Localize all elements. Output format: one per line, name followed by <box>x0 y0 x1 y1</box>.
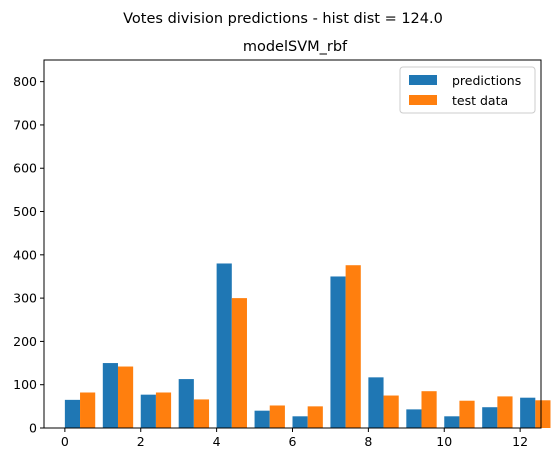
bar-test-data-0 <box>80 392 96 428</box>
bar-test-data-2 <box>155 392 172 428</box>
y-tick-label: 800 <box>13 74 37 89</box>
bar-test-data-11 <box>497 396 513 428</box>
chart-suptitle: Votes division predictions - hist dist =… <box>123 11 443 27</box>
x-tick-label: 8 <box>364 434 372 449</box>
bar-test-data-3 <box>193 399 210 428</box>
y-tick-label: 100 <box>13 377 37 392</box>
bar-test-data-9 <box>421 391 437 428</box>
bar-predictions-8 <box>368 377 384 428</box>
y-axis-ticks: 0 100 200 300 400 500 600 700 800 <box>13 74 44 436</box>
bar-test-data-4 <box>231 298 247 428</box>
y-tick-label: 500 <box>13 204 37 219</box>
bar-test-data-8 <box>383 395 399 428</box>
bar-predictions-0 <box>64 399 81 428</box>
y-tick-label: 0 <box>29 421 37 436</box>
bar-test-data-6 <box>307 406 323 428</box>
y-tick-label: 200 <box>13 334 37 349</box>
bar-predictions-10 <box>444 416 460 428</box>
bar-predictions-5 <box>254 410 270 428</box>
bar-predictions-12 <box>520 397 536 428</box>
bar-predictions-7 <box>330 276 346 428</box>
x-tick-label: 10 <box>436 434 452 449</box>
y-tick-label: 700 <box>13 117 37 132</box>
bar-predictions-1 <box>102 363 118 428</box>
bar-test-data-10 <box>459 400 475 428</box>
chart-title: modelSVM_rbf <box>243 39 348 55</box>
legend-label: predictions <box>452 73 521 88</box>
y-tick-label: 300 <box>13 291 37 306</box>
x-tick-label: 12 <box>512 434 528 449</box>
x-tick-label: 0 <box>61 434 69 449</box>
x-tick-label: 6 <box>289 434 297 449</box>
bar-test-data-5 <box>269 405 285 428</box>
bar-predictions-2 <box>140 394 156 428</box>
x-tick-label: 4 <box>213 434 221 449</box>
x-axis-ticks: 0 2 4 6 8 10 12 <box>61 428 528 449</box>
bar-predictions-3 <box>178 379 194 428</box>
legend: predictions test data <box>399 66 536 114</box>
bar-predictions-6 <box>292 416 308 428</box>
legend-swatch <box>409 95 437 105</box>
bar-test-data-7 <box>345 265 361 428</box>
bar-predictions-4 <box>216 263 232 428</box>
bar-predictions-9 <box>406 409 422 428</box>
y-tick-label: 400 <box>13 247 37 262</box>
bar-test-data-12 <box>535 400 551 428</box>
bars-group <box>64 263 551 428</box>
x-tick-label: 2 <box>137 434 145 449</box>
bar-predictions-11 <box>482 407 498 428</box>
legend-swatch <box>409 75 437 85</box>
plot-frame <box>43 59 542 429</box>
legend-label: test data <box>452 93 508 108</box>
bar-test-data-1 <box>117 366 134 428</box>
y-tick-label: 600 <box>13 161 37 176</box>
